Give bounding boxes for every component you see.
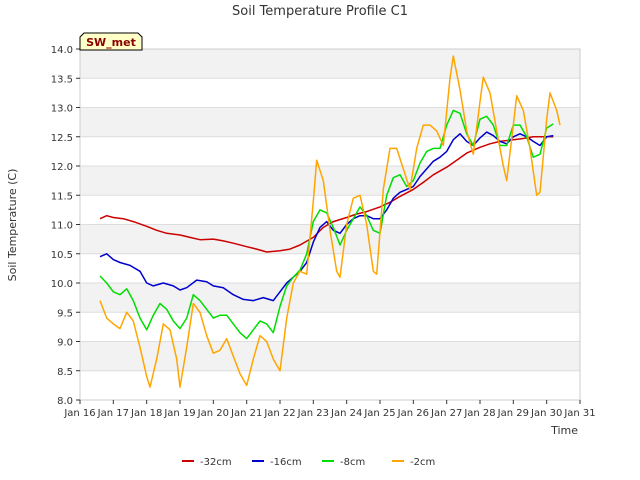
y-tick-label: 9.0 (57, 338, 73, 349)
x-tick-label: Jan 24 (330, 408, 362, 419)
plot-band (80, 49, 580, 79)
series-line-2cmcm (99, 55, 561, 388)
y-tick-label: 8.0 (57, 396, 73, 407)
x-tick-label: Jan 17 (97, 408, 129, 419)
x-tick-label: Jan 26 (397, 408, 429, 419)
plot-band (80, 341, 580, 371)
y-tick-label: 12.5 (51, 133, 73, 144)
y-tick-label: 12.0 (51, 162, 73, 173)
x-axis-ticks: Jan 16 Jan 17 Jan 18 Jan 19 Jan 20 Jan 21 Jan … (63, 400, 596, 419)
plot-band (80, 253, 580, 283)
y-tick-label: 11.0 (51, 221, 73, 232)
plot-band (80, 370, 580, 400)
x-tick-label: Jan 20 (197, 408, 229, 419)
x-tick-label: Jan 22 (263, 408, 295, 419)
x-tick-label: Jan 25 (363, 408, 395, 419)
y-tick-label: 9.5 (57, 308, 73, 319)
x-tick-label: Jan 18 (130, 408, 162, 419)
plot-band (80, 166, 580, 196)
x-tick-label: Jan 23 (297, 408, 329, 419)
legend-label: -2cm (410, 457, 435, 468)
chart-title: Soil Temperature Profile C1 (232, 4, 408, 19)
y-tick-label: 10.5 (51, 250, 73, 261)
plot-band (80, 283, 580, 313)
legend-label: -16cm (270, 457, 302, 468)
legend-label: -8cm (340, 457, 365, 468)
series-line-32cmcm (99, 136, 554, 253)
y-tick-label: 11.5 (51, 191, 73, 202)
y-tick-label: 14.0 (51, 45, 73, 56)
legend-label: -32cm (200, 457, 232, 468)
y-axis-label: Soil Temperature (C) (6, 169, 19, 282)
x-tick-label: Jan 31 (563, 408, 595, 419)
y-tick-label: 13.5 (51, 74, 73, 85)
x-tick-label: Jan 19 (163, 408, 195, 419)
x-tick-label: Jan 21 (230, 408, 262, 419)
series-lines (99, 55, 561, 388)
site-label-box (79, 32, 143, 51)
series-line-8cmcm (99, 109, 554, 340)
x-tick-label: Jan 29 (497, 408, 529, 419)
y-tick-label: 10.0 (51, 279, 73, 290)
site-label-text: SW_met (86, 36, 136, 49)
plot-band (80, 107, 580, 137)
plot-band (80, 78, 580, 108)
y-axis-ticks: 8.0 8.5 9.0 9.5 10.0 10.5 11.0 11.5 12.0 12.5 13.0… (51, 45, 80, 407)
x-tick-label: Jan 30 (530, 408, 562, 419)
legend: -32cm -16cm -8cm -2cm (182, 457, 435, 468)
y-tick-label: 13.0 (51, 104, 73, 115)
y-tick-label: 8.5 (57, 367, 73, 378)
plot-band (80, 312, 580, 342)
x-axis-label: Time (550, 424, 578, 437)
site-label-badge: SW_met (79, 32, 143, 51)
plot-bands (80, 49, 580, 400)
x-tick-label: Jan 16 (63, 408, 95, 419)
x-tick-label: Jan 28 (463, 408, 495, 419)
x-tick-label: Jan 27 (430, 408, 462, 419)
